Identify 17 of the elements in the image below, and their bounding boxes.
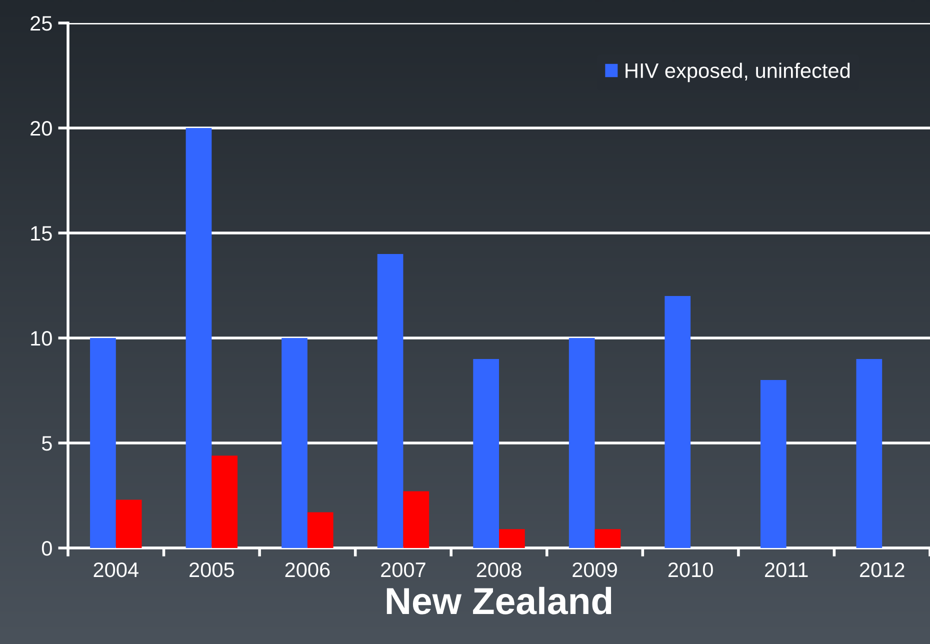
y-tick-label: 25 bbox=[30, 16, 52, 31]
y-tick-label: 5 bbox=[42, 436, 52, 451]
y-tick-label: 10 bbox=[31, 331, 52, 346]
x-tick-label: 2004 bbox=[94, 562, 138, 578]
y-tick-label: 0 bbox=[42, 541, 52, 556]
x-tick-label: 2010 bbox=[668, 562, 713, 578]
x-tick-label: 2008 bbox=[476, 562, 522, 578]
legend-label: HIV exposed, uninfected bbox=[626, 62, 850, 82]
x-axis-title: New Zealand bbox=[386, 586, 612, 614]
x-tick-label: 2006 bbox=[285, 562, 330, 578]
x-tick-label: 2011 bbox=[764, 562, 808, 578]
x-tick-label: 2005 bbox=[190, 562, 234, 578]
x-tick-label: 2012 bbox=[860, 562, 904, 578]
x-tick-label: 2009 bbox=[572, 562, 617, 578]
y-tick-label: 15 bbox=[31, 226, 52, 241]
x-tick-label: 2007 bbox=[381, 562, 426, 578]
y-tick-label: 20 bbox=[30, 121, 52, 136]
